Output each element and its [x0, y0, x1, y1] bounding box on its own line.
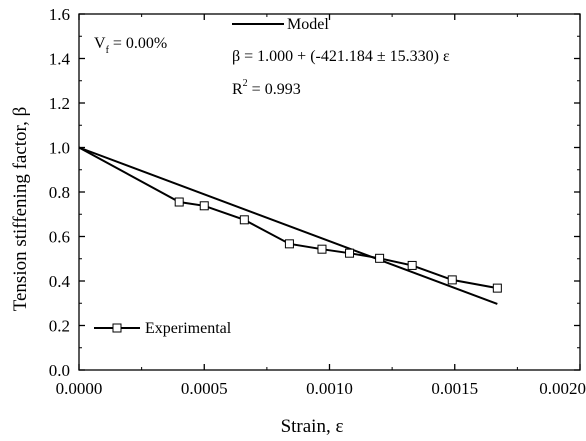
y-tick-label: 0.2 [49, 317, 70, 336]
series-experimental-point [317, 244, 327, 254]
vf-base: V [94, 35, 106, 52]
r2-base: R [232, 81, 243, 98]
legend-model: Model [232, 16, 329, 33]
series-layer [78, 146, 502, 305]
r2-superscript: 2 [243, 78, 248, 89]
x-tick-label: 0.0020 [539, 379, 586, 398]
y-tick-label: 0.6 [49, 228, 70, 247]
series-experimental-line [78, 146, 498, 290]
x-tick-label: 0.0010 [306, 379, 353, 398]
series-experimental-point [284, 239, 294, 249]
series-model-line [78, 146, 498, 305]
y-tick-label: 0.4 [49, 272, 71, 291]
y-tick-label: 0.0 [49, 361, 70, 380]
plot-border [78, 13, 581, 371]
x-tick-label: 0.0015 [431, 379, 478, 398]
x-tick-label: 0.0000 [56, 379, 103, 398]
y-axis-title: Tension stiffening factor, β [10, 107, 31, 312]
legend-experimental: Experimental [94, 320, 232, 337]
y-tick-label: 1.6 [49, 5, 70, 24]
legend-experimental-marker [112, 323, 122, 333]
x-axis-ticks: 0.0000 0.0005 0.0010 0.0015 0.0020 [56, 14, 586, 398]
series-experimental-point [447, 275, 457, 285]
vf-subscript: f [106, 45, 110, 56]
series-experimental-point [407, 260, 417, 270]
legend-model-label: Model [287, 16, 329, 33]
y-tick-label: 1.2 [49, 94, 70, 113]
vf-value: = 0.00% [109, 35, 167, 52]
y-tick-label: 1.4 [49, 50, 71, 69]
y-axis-ticks: 0.0 0.2 0.4 0.6 0.8 1.0 1.2 1.4 1.6 [49, 5, 580, 380]
r2-annotation: R2 = 0.993 [232, 78, 301, 98]
x-axis-title: Strain, ε [281, 416, 344, 437]
series-experimental-point [199, 201, 209, 211]
series-experimental-point [492, 283, 502, 293]
y-tick-label: 1.0 [49, 139, 70, 158]
plot-frame [78, 13, 581, 371]
series-experimental-point [239, 215, 249, 225]
r2-value: = 0.993 [248, 81, 301, 98]
series-experimental-point [375, 253, 385, 263]
equation-annotation: β = 1.000 + (-421.184 ± 15.330) ε [232, 48, 450, 65]
legend-experimental-label: Experimental [145, 320, 232, 337]
series-experimental-point [174, 197, 184, 207]
series-experimental-point [345, 248, 355, 258]
x-tick-label: 0.0005 [181, 379, 228, 398]
vf-annotation: Vf = 0.00% [94, 35, 167, 56]
y-tick-label: 0.8 [49, 183, 70, 202]
